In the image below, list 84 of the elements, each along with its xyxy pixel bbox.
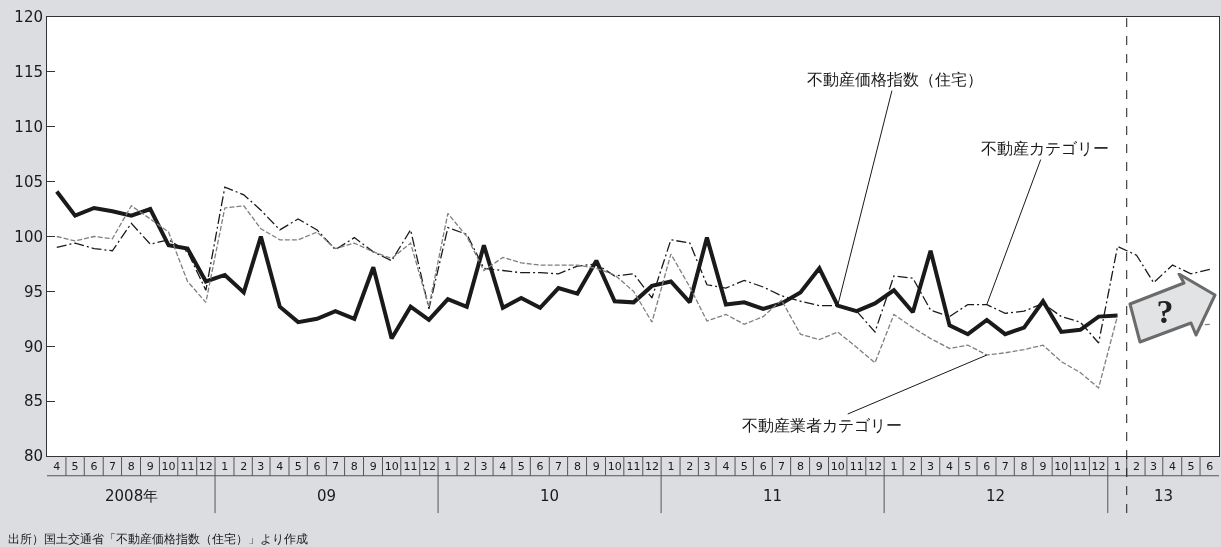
x-tick-label: 2 [240, 460, 248, 474]
text: 出所）国土交通省「不動産価格指数（住宅）」より作成 [8, 532, 308, 546]
x-tick-label: 7 [331, 460, 339, 474]
y-tick-label: 110 [14, 118, 43, 136]
x-tick-label: 6 [536, 460, 544, 474]
x-tick-label: 1 [667, 460, 675, 474]
x-tick-label: 2 [909, 460, 917, 474]
x-tick-label: 8 [573, 460, 581, 474]
x-tick-label: 9 [592, 460, 600, 474]
x-tick-label: 6 [1206, 460, 1214, 474]
y-tick-label: 95 [23, 282, 43, 301]
x-tick-label: 2 [1133, 460, 1141, 474]
y-tick-label: 90 [23, 337, 43, 356]
x-tick-label: 6 [90, 460, 98, 474]
x-tick-label: 3 [703, 460, 711, 474]
arrow-icon: ? [1128, 273, 1217, 344]
x-tick-label: 1 [221, 460, 229, 474]
x-tick-label: 7 [554, 460, 562, 474]
x-tick-label: 12 [421, 460, 436, 474]
x-tick-label: 5 [294, 460, 302, 474]
y-tick-label: 115 [14, 63, 43, 82]
x-tick-label: 1 [444, 460, 452, 474]
text: 13 [1154, 487, 1174, 505]
x-tick-label: 4 [946, 460, 954, 474]
x-tick-label: 5 [1187, 460, 1195, 474]
x-tick-label: 4 [53, 460, 61, 474]
x-tick-label: 5 [71, 460, 79, 474]
x-tick-label: 4 [499, 460, 507, 474]
x-tick-label: 8 [127, 460, 135, 474]
text: 不動産価格指数（住宅） [807, 70, 983, 89]
x-tick-label: 12 [1091, 460, 1106, 474]
x-tick-label: 7 [1001, 460, 1009, 474]
x-tick-label: 10 [830, 460, 845, 474]
text: 09 [317, 487, 337, 505]
x-tick-label: 4 [1169, 460, 1177, 474]
annotation: ? [1156, 293, 1174, 330]
x-tick-label: 8 [796, 460, 804, 474]
y-tick-label: 85 [23, 392, 43, 411]
x-tick-label: 9 [146, 460, 154, 474]
x-tick-label: 8 [350, 460, 358, 474]
x-tick-label: 11 [1073, 460, 1088, 474]
x-tick-label: 3 [1150, 460, 1158, 474]
x-tick-label: 12 [867, 460, 882, 474]
x-tick-label: 1 [890, 460, 898, 474]
x-tick-label: 5 [517, 460, 525, 474]
x-tick-label: 5 [964, 460, 972, 474]
x-tick-label: 11 [403, 460, 418, 474]
text: 不動産カテゴリー [981, 139, 1109, 158]
x-tick-label: 10 [1054, 460, 1069, 474]
x-tick-label: 4 [276, 460, 284, 474]
x-tick-label: 8 [1020, 460, 1028, 474]
x-tick-label: 7 [777, 460, 785, 474]
text: 10 [540, 487, 560, 505]
x-tick-label: 1 [1114, 460, 1122, 474]
x-tick-label: 12 [644, 460, 659, 474]
x-tick-label: 2 [463, 460, 471, 474]
x-tick-label: 3 [927, 460, 935, 474]
text: 12 [986, 487, 1006, 505]
text: 2008年 [105, 487, 159, 505]
x-tick-label: 9 [815, 460, 823, 474]
x-tick-label: 4 [722, 460, 730, 474]
x-tick-label: 3 [257, 460, 265, 474]
x-tick-label: 6 [983, 460, 991, 474]
x-tick-label: 11 [626, 460, 641, 474]
x-tick-label: 11 [180, 460, 195, 474]
x-tick-label: 6 [313, 460, 321, 474]
text: 不動産業者カテゴリー [742, 416, 902, 435]
x-tick-label: 2 [686, 460, 694, 474]
x-tick-label: 11 [849, 460, 864, 474]
x-tick-label: 9 [1039, 460, 1047, 474]
x-tick-label: 9 [369, 460, 377, 474]
y-tick-label: 100 [14, 227, 43, 246]
y-tick-label: 120 [14, 8, 43, 27]
x-tick-label: 3 [480, 460, 488, 474]
x-tick-label: 6 [759, 460, 767, 474]
y-tick-label: 105 [14, 172, 43, 191]
x-tick-label: 12 [198, 460, 213, 474]
x-tick-label: 5 [740, 460, 748, 474]
text: 11 [763, 487, 783, 505]
y-tick-label: 80 [23, 447, 43, 466]
x-tick-label: 7 [108, 460, 116, 474]
x-tick-label: 10 [161, 460, 176, 474]
x-tick-label: 10 [384, 460, 399, 474]
x-tick-label: 10 [607, 460, 622, 474]
